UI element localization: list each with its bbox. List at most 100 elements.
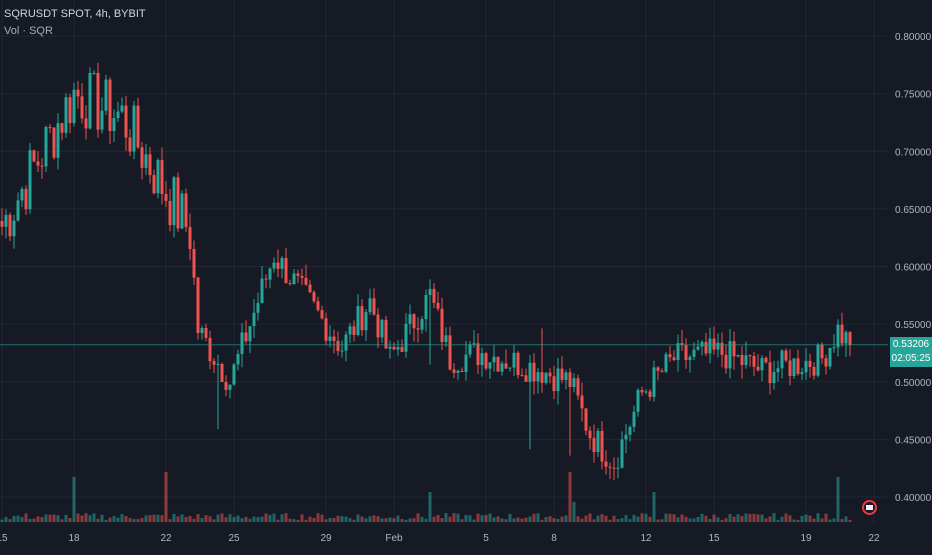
volume-bar [36, 516, 40, 522]
volume-bar [700, 513, 704, 522]
candle-body [596, 430, 600, 453]
candle-body [256, 303, 260, 313]
volume-bar [744, 513, 748, 522]
price-tick-label: 0.55000 [895, 320, 932, 331]
volume-bar [192, 518, 196, 522]
volume-bar [300, 514, 304, 522]
us-flag-icon[interactable] [862, 500, 877, 515]
time-tick-label: 8 [551, 533, 557, 544]
volume-bar [524, 517, 528, 522]
candle-body [712, 338, 716, 350]
volume-bar [676, 517, 680, 522]
volume-bar [96, 518, 100, 522]
volume-bar [160, 515, 164, 522]
candle-body [512, 352, 516, 368]
candle-body [356, 306, 360, 335]
candle-body [104, 79, 108, 111]
time-tick-label: 25 [228, 533, 240, 544]
candle-body [384, 319, 388, 349]
candle-body [360, 306, 364, 331]
volume-bar [428, 492, 432, 522]
candle-body [72, 89, 76, 124]
candle-body [12, 220, 16, 237]
volume-bar [280, 514, 284, 522]
volume-bar [756, 514, 760, 522]
volume-bar [760, 514, 764, 522]
volume-bar [404, 519, 408, 522]
candle-body [352, 326, 356, 335]
volume-bar [652, 492, 656, 522]
candle-body [824, 358, 828, 367]
volume-bar [740, 515, 744, 522]
volume-bar [464, 515, 468, 522]
candle-body [216, 363, 220, 365]
time-tick-label: 18 [68, 533, 80, 544]
volume-bar [312, 517, 316, 522]
candle-body [576, 378, 580, 396]
volume-bar [592, 519, 596, 522]
candle-body [408, 314, 412, 324]
candle-body [316, 301, 320, 311]
candle-body [448, 335, 452, 370]
volume-bar [840, 518, 844, 522]
candle-body [224, 382, 228, 390]
volume-bar [804, 514, 808, 522]
candle-body [704, 341, 708, 354]
volume-bar [780, 516, 784, 522]
candle-body [516, 352, 520, 376]
volume-bar [460, 519, 464, 522]
candle-body [116, 111, 120, 119]
volume-bar [560, 516, 564, 522]
candle-body [92, 72, 96, 74]
volume-bar [168, 519, 172, 522]
candle-body [396, 347, 400, 350]
volume-bar [684, 516, 688, 522]
candle-body [452, 369, 456, 373]
volume-bar [748, 514, 752, 522]
candle-body [836, 324, 840, 348]
candle-body [540, 372, 544, 383]
candle-body [252, 312, 256, 327]
candle-body [152, 175, 156, 194]
candle-body [304, 277, 308, 285]
volume-bar [476, 513, 480, 522]
volume-bar [680, 514, 684, 522]
candle-body [720, 342, 724, 355]
time-axis[interactable]: 15 18 22 25 29 Feb 5 8 12 15 19 22 [0, 533, 880, 544]
candle-body [668, 354, 672, 358]
volume-bar [784, 513, 788, 522]
candle-body [544, 372, 548, 383]
price-axis[interactable]: 0.80000 0.75000 0.70000 0.65000 0.60000 0.550… [895, 32, 932, 504]
candle-body [628, 426, 632, 435]
candle-body [536, 372, 540, 382]
volume-bar [496, 516, 500, 522]
volume-bar [104, 519, 108, 522]
volume-bar [240, 518, 244, 522]
candle-body [52, 127, 56, 158]
candle-body [592, 438, 596, 453]
volume-bar [436, 514, 440, 522]
volume-bar [412, 518, 416, 522]
volume-bar [692, 518, 696, 522]
volume-bar [820, 518, 824, 522]
candle-body [588, 430, 592, 439]
volume-bar [796, 519, 800, 522]
volume-bar [124, 516, 128, 522]
volume-bar [612, 515, 616, 522]
volume-bar [276, 519, 280, 522]
candle-body [432, 288, 436, 303]
candle-body [388, 346, 392, 349]
volume-bar [72, 477, 76, 522]
price-tick-label: 0.65000 [895, 205, 932, 216]
volume-indicator-label: Vol · SQR [4, 25, 53, 37]
candle-body [220, 363, 224, 383]
candle-body [76, 89, 80, 97]
candle-body [792, 358, 796, 377]
candle-body [148, 154, 152, 176]
volume-bar [540, 519, 544, 522]
volume-bar [732, 516, 736, 522]
time-tick-label: 19 [800, 533, 812, 544]
volume-bar [764, 518, 768, 522]
